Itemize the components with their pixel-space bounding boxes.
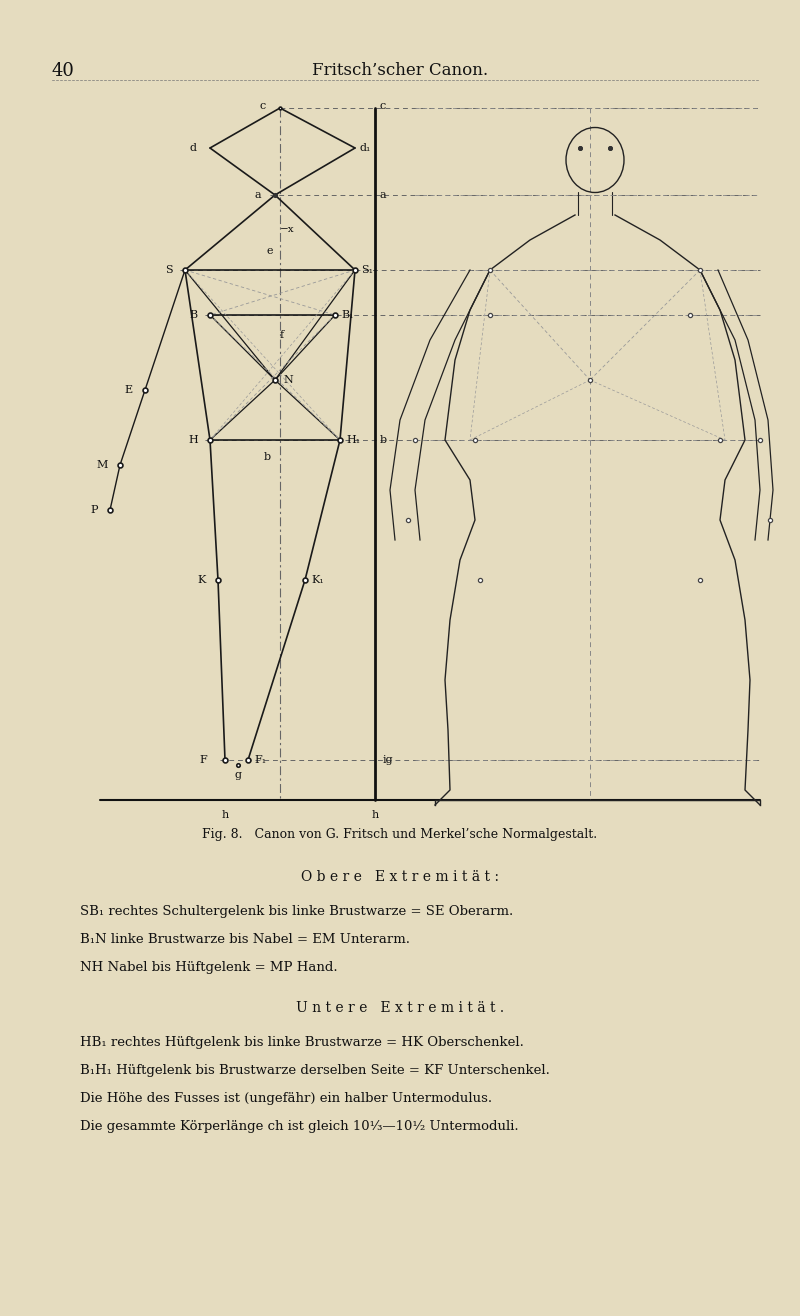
- Text: e: e: [266, 246, 274, 257]
- Text: E: E: [125, 386, 133, 395]
- Text: a: a: [254, 190, 261, 200]
- Text: g: g: [234, 770, 242, 780]
- Text: d: d: [189, 143, 196, 153]
- Text: b: b: [263, 451, 270, 462]
- Text: h: h: [222, 811, 229, 820]
- Text: b: b: [380, 436, 387, 445]
- Text: HB₁ rechtes Hüftgelenk bis linke Brustwarze = HK Oberschenkel.: HB₁ rechtes Hüftgelenk bis linke Brustwa…: [80, 1036, 524, 1049]
- Text: ig: ig: [383, 755, 394, 765]
- Text: Die gesammte Körperlänge ch ist gleich 10¹⁄₃—10¹⁄₂ Untermoduli.: Die gesammte Körperlänge ch ist gleich 1…: [80, 1120, 518, 1133]
- Text: Fritsch’scher Canon.: Fritsch’scher Canon.: [312, 62, 488, 79]
- Text: S: S: [166, 265, 173, 275]
- Text: a: a: [380, 190, 386, 200]
- Text: NH Nabel bis Hüftgelenk = MP Hand.: NH Nabel bis Hüftgelenk = MP Hand.: [80, 961, 338, 974]
- Text: B₁N linke Brustwarze bis Nabel = EM Unterarm.: B₁N linke Brustwarze bis Nabel = EM Unte…: [80, 933, 410, 946]
- Text: SB₁ rechtes Schultergelenk bis linke Brustwarze = SE Oberarm.: SB₁ rechtes Schultergelenk bis linke Bru…: [80, 905, 514, 919]
- Text: S₁: S₁: [361, 265, 373, 275]
- Text: B: B: [190, 311, 198, 320]
- Text: F₁: F₁: [254, 755, 266, 765]
- Text: K: K: [198, 575, 206, 586]
- Text: F: F: [199, 755, 207, 765]
- Text: Die Höhe des Fusses ist (ungefähr) ein halber Untermodulus.: Die Höhe des Fusses ist (ungefähr) ein h…: [80, 1092, 492, 1105]
- Text: P: P: [90, 505, 98, 515]
- Text: −x: −x: [280, 225, 294, 234]
- Text: M: M: [97, 461, 108, 470]
- Text: H₁: H₁: [346, 436, 360, 445]
- Text: N: N: [283, 375, 293, 386]
- Text: d₁: d₁: [360, 143, 371, 153]
- Text: 40: 40: [52, 62, 75, 80]
- Text: c: c: [260, 101, 266, 111]
- Text: Fig. 8.   Canon von G. Fritsch und Merkel’sche Normalgestalt.: Fig. 8. Canon von G. Fritsch und Merkel’…: [202, 828, 598, 841]
- Text: B₁H₁ Hüftgelenk bis Brustwarze derselben Seite = KF Unterschenkel.: B₁H₁ Hüftgelenk bis Brustwarze derselben…: [80, 1065, 550, 1076]
- Text: K₁: K₁: [311, 575, 324, 586]
- Text: H: H: [188, 436, 198, 445]
- Text: U n t e r e   E x t r e m i t ä t .: U n t e r e E x t r e m i t ä t .: [296, 1001, 504, 1015]
- Text: c: c: [380, 101, 386, 111]
- Text: O b e r e   E x t r e m i t ä t :: O b e r e E x t r e m i t ä t :: [301, 870, 499, 884]
- Text: f: f: [280, 330, 284, 340]
- Text: h: h: [371, 811, 378, 820]
- Text: B₁: B₁: [341, 311, 354, 320]
